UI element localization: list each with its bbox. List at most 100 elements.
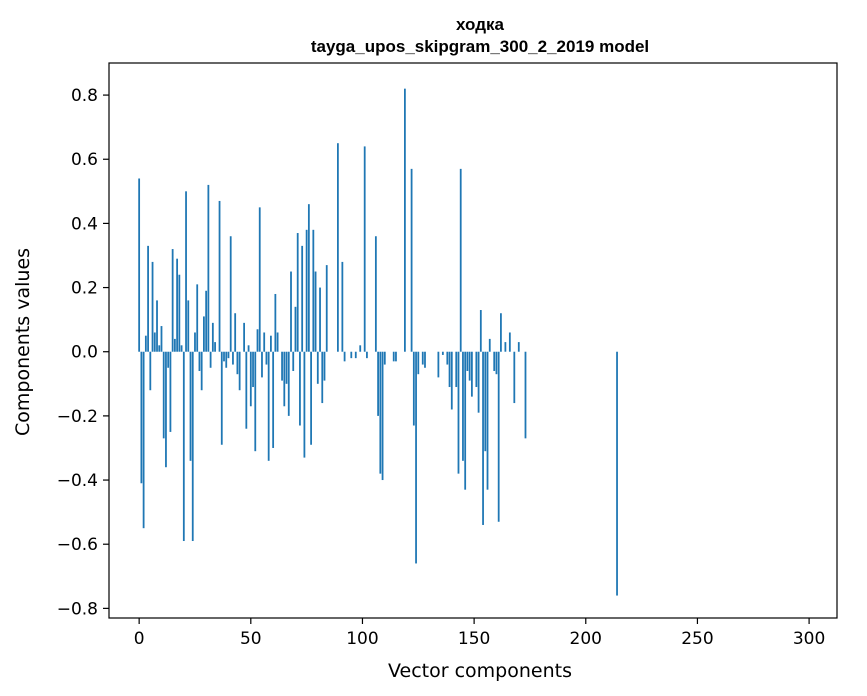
bar-series bbox=[138, 88, 618, 596]
bar-28 bbox=[200, 351, 203, 391]
bar-79 bbox=[314, 271, 317, 352]
bar-19 bbox=[180, 345, 183, 352]
bar-148 bbox=[468, 351, 471, 381]
bar-44 bbox=[236, 351, 239, 375]
bar-34 bbox=[214, 342, 216, 352]
bar-30 bbox=[205, 290, 208, 352]
bar-40 bbox=[227, 351, 230, 359]
bar-102 bbox=[366, 351, 368, 359]
bar-18 bbox=[178, 274, 181, 352]
bar-6 bbox=[151, 261, 154, 352]
y-tick-label: 0.2 bbox=[71, 279, 98, 299]
bar-49 bbox=[247, 345, 250, 352]
bar-91 bbox=[341, 261, 344, 352]
y-axis-ticks: −0.8 −0.6 −0.4 −0.2 0.0 0.2 0.4 0.6 0.8 bbox=[57, 86, 109, 619]
bar-57 bbox=[265, 351, 268, 365]
bar-38 bbox=[223, 351, 225, 362]
bar-0 bbox=[138, 178, 141, 352]
x-tick-label: 200 bbox=[570, 629, 602, 649]
bar-144 bbox=[459, 168, 462, 352]
bar-82 bbox=[321, 351, 324, 404]
bar-11 bbox=[162, 351, 165, 439]
bar-62 bbox=[276, 332, 279, 352]
bar-154 bbox=[482, 351, 484, 525]
bar-15 bbox=[171, 249, 174, 352]
bar-125 bbox=[417, 351, 420, 375]
bar-22 bbox=[187, 300, 190, 352]
bar-26 bbox=[196, 284, 199, 352]
bar-143 bbox=[457, 351, 460, 474]
bar-47 bbox=[243, 322, 245, 352]
bar-58 bbox=[267, 351, 270, 461]
bar-64 bbox=[281, 351, 283, 381]
bar-50 bbox=[249, 351, 252, 407]
bar-162 bbox=[500, 313, 502, 352]
bar-69 bbox=[292, 351, 295, 371]
bar-71 bbox=[296, 233, 299, 352]
y-tick-label: −0.4 bbox=[57, 471, 98, 491]
bar-53 bbox=[256, 329, 259, 352]
bar-157 bbox=[488, 338, 491, 352]
bar-51 bbox=[252, 351, 254, 388]
bar-109 bbox=[381, 351, 384, 481]
bar-56 bbox=[263, 332, 266, 352]
bar-12 bbox=[165, 351, 167, 468]
bar-110 bbox=[383, 351, 386, 365]
bar-138 bbox=[446, 351, 449, 365]
bar-61 bbox=[274, 293, 277, 352]
y-tick-label: −0.6 bbox=[57, 535, 98, 555]
bar-36 bbox=[218, 200, 221, 352]
bar-159 bbox=[493, 351, 496, 371]
bar-41 bbox=[229, 236, 232, 352]
bar-214 bbox=[616, 351, 618, 596]
bar-155 bbox=[484, 351, 487, 452]
bar-24 bbox=[191, 351, 194, 542]
bar-95 bbox=[350, 351, 353, 359]
y-tick-label: 0.6 bbox=[71, 150, 98, 170]
bar-92 bbox=[343, 351, 346, 362]
bar-67 bbox=[287, 351, 290, 416]
bar-20 bbox=[182, 351, 185, 542]
bar-27 bbox=[198, 351, 201, 371]
bar-65 bbox=[283, 351, 286, 407]
bar-37 bbox=[220, 351, 223, 445]
x-tick-label: 0 bbox=[134, 629, 145, 649]
bar-42 bbox=[232, 351, 234, 365]
bar-173 bbox=[524, 351, 527, 439]
bar-89 bbox=[337, 143, 339, 352]
bar-115 bbox=[395, 351, 397, 362]
bar-168 bbox=[513, 351, 516, 404]
bar-59 bbox=[270, 335, 272, 352]
bar-83 bbox=[323, 351, 326, 381]
bar-21 bbox=[185, 191, 187, 352]
bar-10 bbox=[160, 326, 163, 352]
bar-52 bbox=[254, 351, 257, 452]
bar-122 bbox=[410, 168, 413, 352]
bar-33 bbox=[211, 322, 214, 352]
bar-25 bbox=[194, 332, 196, 352]
x-axis-ticks: 0 50 100 150 200 250 300 bbox=[134, 618, 825, 649]
x-axis-label: Vector components bbox=[388, 660, 572, 682]
bar-31 bbox=[207, 184, 210, 352]
bar-145 bbox=[462, 351, 464, 461]
bar-136 bbox=[441, 351, 444, 355]
bar-80 bbox=[316, 351, 319, 384]
bar-146 bbox=[464, 351, 467, 490]
bar-2 bbox=[142, 351, 145, 529]
bar-164 bbox=[504, 342, 507, 352]
bar-14 bbox=[169, 351, 172, 432]
y-tick-label: −0.8 bbox=[57, 599, 98, 619]
bar-106 bbox=[374, 236, 377, 352]
x-tick-label: 300 bbox=[793, 629, 825, 649]
bar-142 bbox=[455, 351, 458, 388]
bar-73 bbox=[301, 245, 304, 352]
bar-43 bbox=[234, 313, 237, 352]
bar-134 bbox=[437, 351, 440, 378]
bar-127 bbox=[421, 351, 424, 365]
y-tick-label: 0.8 bbox=[71, 86, 98, 106]
bar-4 bbox=[147, 245, 149, 352]
bar-29 bbox=[203, 316, 205, 352]
bar-161 bbox=[497, 351, 500, 522]
bar-166 bbox=[508, 332, 511, 352]
